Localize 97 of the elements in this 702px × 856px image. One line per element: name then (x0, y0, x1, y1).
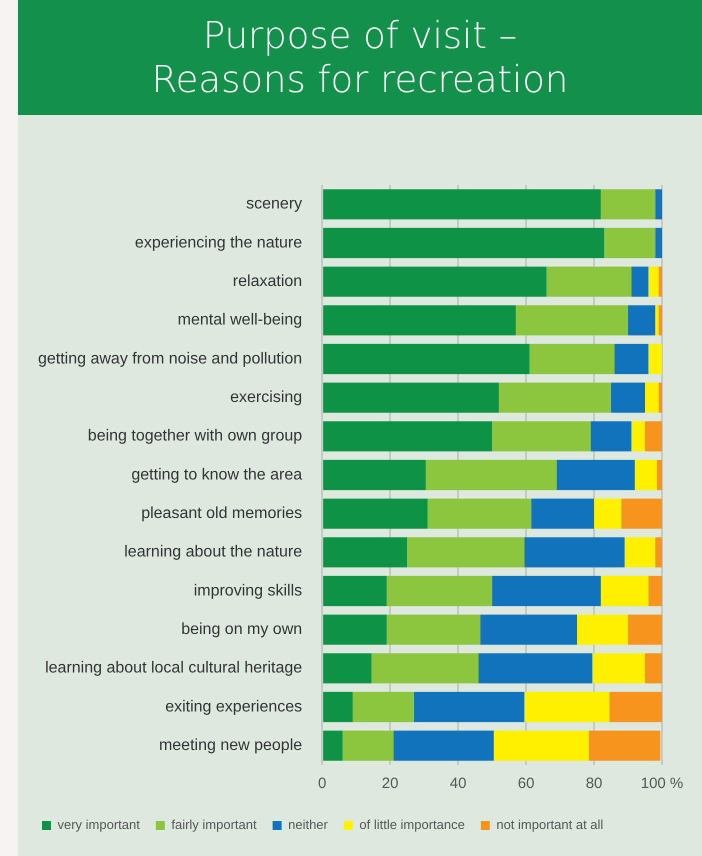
bar (631, 421, 646, 452)
bar (323, 421, 492, 452)
bar (323, 498, 428, 529)
bar (323, 614, 387, 645)
bar (323, 305, 516, 336)
bar (323, 653, 372, 684)
legend-label: not important at all (496, 817, 604, 832)
bar (323, 537, 408, 568)
bar (492, 421, 591, 452)
x-tick-label: 100 % (640, 775, 684, 792)
bar (494, 730, 589, 761)
bar (655, 189, 662, 220)
bar (624, 537, 656, 568)
bar (648, 344, 662, 374)
y-tick-label: scenery (246, 196, 302, 213)
y-tick-label: experiencing the nature (134, 234, 302, 252)
bar (609, 692, 662, 722)
bar (529, 344, 614, 374)
bar (655, 537, 662, 568)
bar (655, 228, 662, 258)
bar (655, 305, 659, 336)
bar (426, 460, 557, 490)
bar (516, 305, 628, 336)
y-tick-label: relaxation (232, 273, 302, 290)
bar (614, 344, 648, 374)
bar (323, 189, 601, 220)
bar (323, 382, 499, 413)
bar (371, 653, 478, 684)
bar (531, 498, 594, 529)
bar (386, 614, 480, 645)
bar (323, 266, 546, 297)
bar (600, 189, 656, 220)
bar (492, 576, 601, 606)
chart-title: Purpose of visit – Reasons for recreation (18, 0, 702, 115)
bar (428, 498, 532, 529)
x-tick-label: 40 (450, 775, 466, 792)
legend-label: very important (58, 817, 140, 832)
bar (498, 382, 612, 413)
bar (480, 614, 578, 645)
y-tick-label: meeting new people (158, 737, 302, 754)
bar (394, 730, 494, 761)
bar (546, 266, 632, 297)
bar (323, 730, 343, 761)
bar (648, 576, 662, 606)
bar (628, 305, 656, 336)
bar (600, 576, 648, 606)
bar (478, 653, 592, 684)
bar (323, 576, 387, 606)
bar (414, 692, 524, 722)
x-tick-label: 80 (586, 775, 602, 792)
bar (407, 537, 524, 568)
bar (323, 692, 353, 722)
bar (658, 305, 662, 336)
bar (656, 460, 662, 490)
y-tick-label: learning about local cultural heritage (45, 660, 302, 677)
bar (645, 382, 659, 413)
bar (645, 653, 662, 684)
bar (604, 228, 656, 258)
bar (611, 382, 646, 413)
legend-label: neither (288, 817, 329, 832)
bar (556, 460, 635, 490)
y-tick-label: improving skills (194, 582, 302, 600)
bar (634, 460, 657, 490)
legend-label: of little importance (359, 817, 465, 832)
bar (590, 421, 632, 452)
x-tick-label: 60 (518, 775, 534, 792)
bar (323, 344, 530, 374)
y-tick-label: getting to know the area (131, 466, 302, 484)
bar (323, 228, 604, 258)
bar (648, 266, 659, 297)
bar (323, 460, 426, 490)
bar (628, 614, 662, 645)
bar (386, 576, 492, 606)
y-tick-label: exercising (230, 389, 302, 406)
y-tick-label: learning about the nature (124, 544, 302, 561)
y-tick-label: exiting experiences (165, 698, 302, 716)
bar (577, 614, 628, 645)
y-tick-label: being together with own group (88, 428, 302, 445)
bar (658, 382, 662, 413)
legend-label: fairly important (171, 817, 257, 832)
y-tick-label: being on my own (181, 621, 302, 638)
x-tick-label: 20 (382, 775, 398, 792)
y-tick-label: pleasant old memories (141, 505, 302, 522)
bar (342, 730, 394, 761)
bar (524, 537, 625, 568)
bar (352, 692, 414, 722)
x-tick-label: 0 (318, 775, 326, 792)
bar (621, 498, 662, 529)
bar (524, 692, 610, 722)
bar (592, 653, 646, 684)
y-tick-label: mental well-being (178, 312, 302, 329)
y-tick-label: getting away from noise and pollution (38, 350, 302, 368)
bar (588, 730, 660, 761)
bar (594, 498, 622, 529)
bar (631, 266, 648, 297)
bar (645, 421, 662, 452)
bar (658, 266, 662, 297)
